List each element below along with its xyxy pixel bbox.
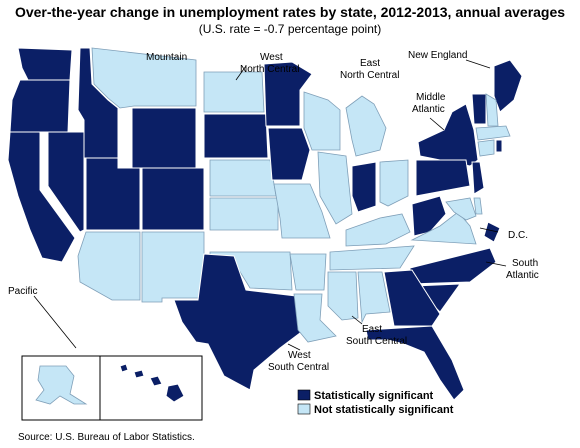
state-RI	[495, 139, 503, 153]
state-KY	[345, 213, 411, 247]
legend-label-significant: Statistically significant	[314, 390, 434, 402]
new-england-leader	[465, 59, 491, 69]
state-MI	[345, 95, 387, 157]
state-OH	[379, 159, 409, 207]
legend-swatch-significant	[297, 389, 311, 401]
region-label-dc: D.C.	[508, 230, 528, 241]
state-KS	[209, 197, 279, 231]
west-south-central-leader	[287, 343, 301, 351]
state-NC	[409, 247, 497, 285]
state-OR	[9, 79, 71, 133]
region-label-south-atlantic-1: South	[512, 258, 538, 269]
region-label-pacific: Pacific	[8, 286, 37, 297]
state-VT	[471, 93, 487, 125]
state-CA	[7, 131, 76, 263]
state-DC	[483, 221, 501, 243]
state-MO	[273, 183, 331, 239]
region-label-east-north-central-1: East	[360, 58, 380, 69]
region-label-mountain: Mountain	[146, 52, 187, 63]
state-MS	[327, 271, 359, 321]
state-NY	[417, 103, 479, 167]
south-atlantic-leader	[485, 261, 507, 267]
chart-subtitle: (U.S. rate = -0.7 percentage point)	[198, 22, 382, 36]
state-FL	[365, 325, 465, 401]
state-NV	[47, 131, 85, 233]
east-south-central-leader	[351, 315, 363, 325]
state-HI	[119, 363, 185, 403]
west-north-central-leader	[235, 65, 247, 81]
state-MA	[475, 125, 511, 141]
state-NE	[209, 159, 277, 197]
state-LA	[293, 293, 337, 343]
state-MT	[91, 47, 197, 109]
source-note: Source: U.S. Bureau of Labor Statistics.	[18, 432, 195, 443]
state-ME	[493, 59, 523, 113]
region-label-west-south-central-2: South Central	[268, 362, 329, 373]
state-PA	[415, 159, 471, 197]
region-label-west-north-central-2: North Central	[240, 64, 299, 75]
state-AL	[357, 271, 391, 324]
dc-leader	[479, 227, 499, 233]
state-CT	[477, 139, 495, 157]
state-ID	[77, 47, 119, 159]
legend-label-not-significant: Not statistically significant	[314, 404, 454, 416]
state-NH	[485, 93, 499, 127]
region-label-south-atlantic-2: Atlantic	[506, 270, 539, 281]
region-label-west-south-central-1: West	[288, 350, 311, 361]
state-WI	[303, 91, 341, 151]
chart-title: Over-the-year change in unemployment rat…	[14, 4, 566, 20]
state-AR	[289, 253, 327, 291]
state-TN	[329, 245, 415, 271]
region-label-east-north-central-2: North Central	[340, 70, 399, 81]
state-MD	[445, 197, 477, 221]
state-UT	[85, 157, 141, 231]
pacific-leader	[33, 295, 77, 349]
middle-atlantic-leader	[429, 117, 445, 131]
state-IN	[351, 161, 377, 213]
inset-frame	[21, 355, 203, 421]
state-SD	[203, 113, 269, 159]
state-WV	[411, 195, 447, 237]
state-CO	[141, 167, 205, 231]
region-label-east-south-central-2: South Central	[346, 336, 407, 347]
state-DE	[473, 197, 483, 215]
state-WA	[17, 47, 73, 81]
state-GA	[383, 269, 441, 327]
region-label-middle-atlantic-1: Middle	[416, 92, 446, 103]
state-AK	[35, 365, 88, 405]
state-AZ	[77, 231, 141, 301]
state-NJ	[471, 161, 485, 195]
legend-swatch-not-significant	[297, 403, 311, 415]
state-IL	[317, 151, 353, 225]
region-label-middle-atlantic-2: Atlantic	[412, 104, 445, 115]
region-label-east-south-central-1: East	[362, 324, 382, 335]
state-ND	[203, 71, 265, 113]
state-TX	[173, 253, 305, 391]
region-label-west-north-central-1: West	[260, 52, 283, 63]
state-WY	[131, 107, 197, 169]
state-MN	[263, 61, 313, 127]
state-IA	[267, 127, 311, 181]
state-NM	[141, 231, 205, 303]
region-label-new-england: New England	[408, 50, 467, 61]
